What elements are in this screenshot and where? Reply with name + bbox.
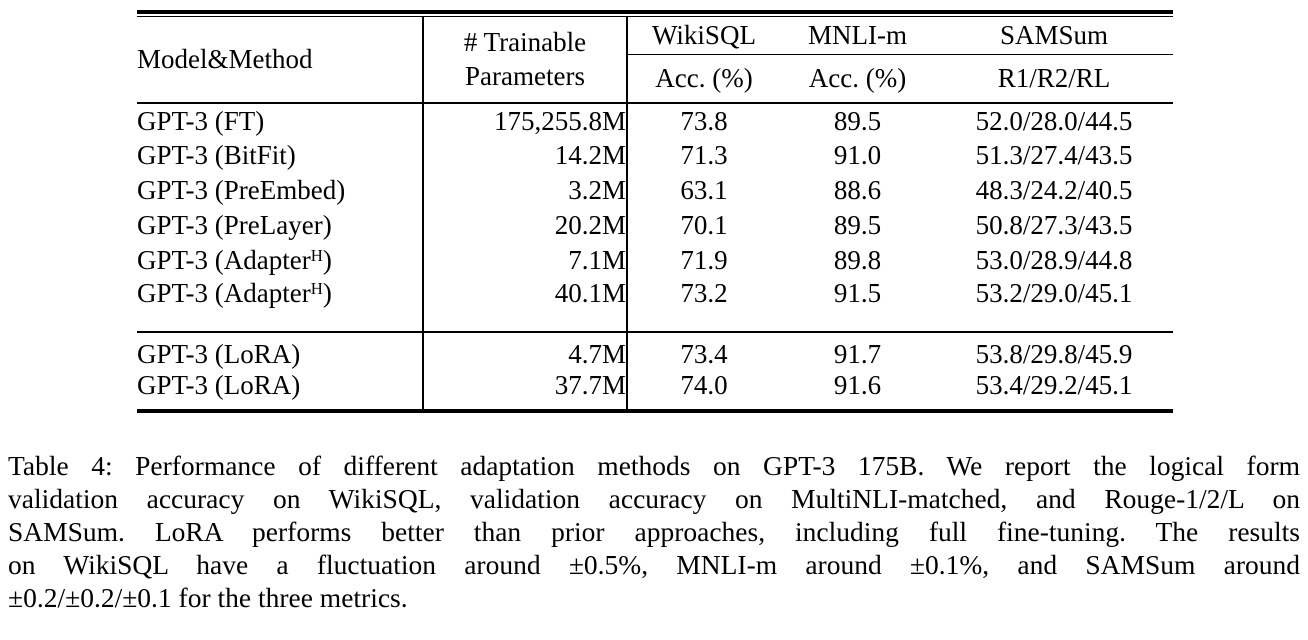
cell-samsum: 53.0/28.9/44.8 — [975, 245, 1133, 275]
header-sub-row: Acc. (%) Acc. (%) R1/R2/RL — [137, 54, 1173, 103]
subheader-mnli-acc: Acc. (%) — [808, 62, 907, 93]
cell-samsum: 53.2/29.0/45.1 — [975, 278, 1133, 308]
cell-wikisql: 73.4 — [680, 339, 728, 369]
cell-model: GPT-3 (FT) — [137, 103, 424, 138]
cell-samsum: 50.8/27.3/43.5 — [975, 210, 1133, 240]
cell-model: GPT-3 (LoRA) — [137, 370, 424, 409]
cell-samsum: 52.0/28.0/44.5 — [975, 105, 1133, 136]
cell-params: 37.7M — [423, 370, 628, 409]
cell-wikisql: 73.2 — [680, 278, 728, 308]
results-table: Model&Method # Trainable Parameters Wiki… — [137, 17, 1173, 409]
col-header-trainable-params: # Trainable Parameters — [423, 17, 628, 103]
trainable-line2: Parameters — [465, 60, 585, 91]
cell-model: GPT-3 (AdapterH) — [137, 278, 424, 332]
cell-samsum: 51.3/27.4/43.5 — [975, 140, 1133, 170]
table-row: GPT-3 (AdapterH) 7.1M 71.9 89.8 53.0/28.… — [137, 243, 1173, 278]
cell-model: GPT-3 (LoRA) — [137, 332, 424, 370]
cell-samsum: 53.4/29.2/45.1 — [975, 370, 1133, 400]
cell-mnli: 91.7 — [833, 339, 882, 369]
superscript: H — [310, 278, 323, 298]
col-header-mnli-m: MNLI-m — [780, 17, 935, 55]
cell-wikisql: 70.1 — [680, 210, 728, 240]
cell-params: 7.1M — [423, 243, 628, 278]
cell-wikisql: 73.8 — [680, 105, 728, 136]
table-section-baselines: GPT-3 (FT) 175,255.8M 73.8 89.5 52.0/28.… — [137, 103, 1173, 332]
table-section-lora: GPT-3 (LoRA) 4.7M 73.4 91.7 53.8/29.8/45… — [137, 332, 1173, 409]
bottom-rule — [137, 409, 1173, 413]
table-row: GPT-3 (LoRA) 37.7M 74.0 91.6 53.4/29.2/4… — [137, 370, 1173, 409]
cell-params: 4.7M — [423, 332, 628, 370]
cell-wikisql: 71.9 — [680, 245, 728, 275]
table-row: GPT-3 (BitFit) 14.2M 71.3 91.0 51.3/27.4… — [137, 138, 1173, 173]
cell-model: GPT-3 (BitFit) — [137, 138, 424, 173]
cell-mnli: 89.8 — [833, 245, 882, 275]
cell-model: GPT-3 (PreEmbed) — [137, 173, 424, 208]
table-header: Model&Method # Trainable Parameters Wiki… — [137, 17, 1173, 103]
header-group-row: Model&Method # Trainable Parameters Wiki… — [137, 17, 1173, 103]
top-rule-thin — [137, 16, 1173, 17]
table-row: GPT-3 (PreEmbed) 3.2M 63.1 88.6 48.3/24.… — [137, 173, 1173, 208]
cell-mnli: 91.0 — [833, 140, 882, 170]
cell-model: GPT-3 (AdapterH) — [137, 243, 424, 278]
caption-line: validation accuracy on WikiSQL, validati… — [8, 483, 1300, 514]
cell-mnli: 89.5 — [833, 105, 882, 136]
table-row: GPT-3 (FT) 175,255.8M 73.8 89.5 52.0/28.… — [137, 103, 1173, 138]
trainable-line1: # Trainable — [463, 26, 587, 57]
document-page: Model&Method # Trainable Parameters Wiki… — [0, 10, 1308, 640]
cell-mnli: 89.5 — [833, 210, 882, 240]
cell-wikisql: 63.1 — [680, 175, 728, 205]
cell-params: 175,255.8M — [423, 103, 628, 138]
col-header-samsum: SAMSum — [935, 17, 1173, 55]
cell-samsum: 48.3/24.2/40.5 — [975, 175, 1133, 205]
superscript: H — [310, 245, 323, 265]
table-caption: Table 4: Performance of different adapta… — [8, 449, 1300, 614]
cell-mnli: 88.6 — [833, 175, 882, 205]
caption-line: Table 4: Performance of different adapta… — [8, 450, 1300, 481]
cell-wikisql: 74.0 — [680, 370, 728, 400]
cell-mnli: 91.5 — [833, 278, 882, 308]
subheader-samsum-rouge: R1/R2/RL — [997, 62, 1111, 93]
cell-model: GPT-3 (PreLayer) — [137, 208, 424, 243]
cell-samsum: 53.8/29.8/45.9 — [975, 339, 1133, 369]
cell-params: 14.2M — [423, 138, 628, 173]
subheader-wikisql-acc: Acc. (%) — [655, 62, 753, 93]
col-header-model-method: Model&Method — [137, 17, 424, 103]
table-row: GPT-3 (AdapterH) 40.1M 73.2 91.5 53.2/29… — [137, 278, 1173, 332]
cell-mnli: 91.6 — [833, 370, 882, 400]
col-header-wikisql: WikiSQL — [627, 17, 780, 55]
table-row: GPT-3 (PreLayer) 20.2M 70.1 89.5 50.8/27… — [137, 208, 1173, 243]
cell-params: 20.2M — [423, 208, 628, 243]
results-table-block: Model&Method # Trainable Parameters Wiki… — [137, 10, 1173, 413]
cell-params: 40.1M — [423, 278, 628, 332]
caption-line: SAMSum. LoRA performs better than prior … — [8, 516, 1300, 547]
cell-params: 3.2M — [423, 173, 628, 208]
table-row: GPT-3 (LoRA) 4.7M 73.4 91.7 53.8/29.8/45… — [137, 332, 1173, 370]
caption-line: on WikiSQL have a fluctuation around ±0.… — [8, 549, 1300, 580]
top-rule-thick — [137, 10, 1173, 14]
cell-wikisql: 71.3 — [680, 140, 728, 170]
caption-line: ±0.2/±0.2/±0.1 for the three metrics. — [8, 582, 408, 613]
